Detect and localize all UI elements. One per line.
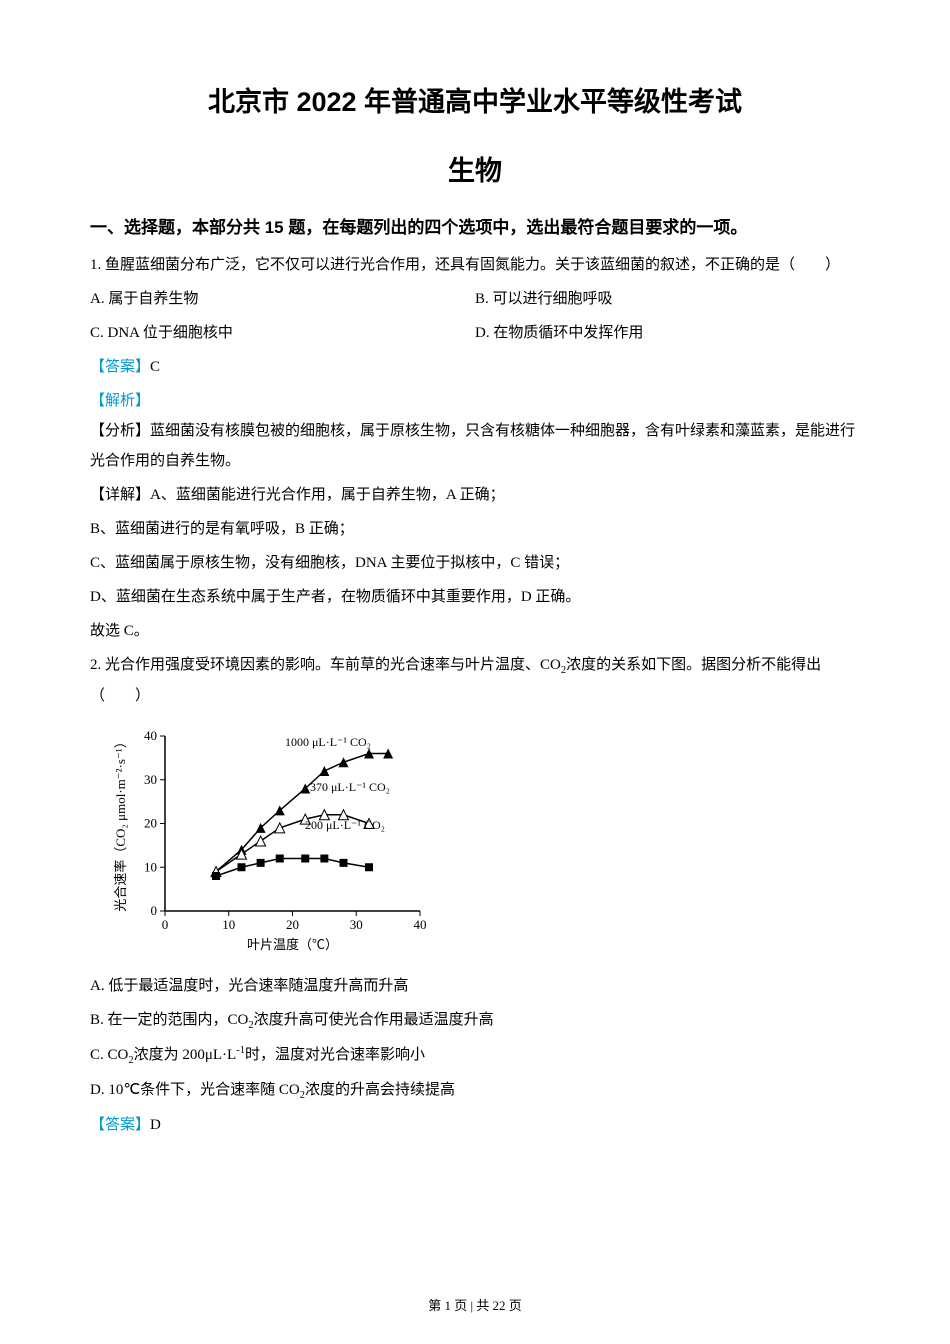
answer-value: C (150, 359, 160, 375)
q2-stem-p1: 2. 光合作用强度受环境因素的影响。车前草的光合速率与叶片温度、CO (90, 657, 561, 673)
q1-conclusion: 故选 C。 (90, 616, 860, 646)
svg-text:370 μL·L⁻¹ CO₂: 370 μL·L⁻¹ CO₂ (310, 780, 390, 794)
q2-optB: B. 在一定的范围内，CO2浓度升高可使光合作用最适温度升高 (90, 1005, 860, 1036)
q2-optC: C. CO2浓度为 200μL·L-1时，温度对光合速率影响小 (90, 1040, 860, 1071)
q2-optA: A. 低于最适温度时，光合速率随温度升高而升高 (90, 971, 860, 1001)
svg-text:40: 40 (414, 917, 427, 932)
svg-text:20: 20 (286, 917, 299, 932)
q1-analysis-intro: 【分析】蓝细菌没有核膜包被的细胞核，属于原核生物，只含有核糖体一种细胞器，含有叶… (90, 416, 860, 476)
svg-text:30: 30 (350, 917, 363, 932)
svg-text:1000 μL·L⁻¹ CO₂: 1000 μL·L⁻¹ CO₂ (285, 735, 371, 749)
q1-answer: 【答案】C (90, 352, 860, 382)
svg-text:20: 20 (144, 816, 157, 831)
q1-options-row1: A. 属于自养生物 B. 可以进行细胞呼吸 (90, 284, 860, 314)
svg-text:光合速率（CO₂ μmol·m⁻²·s⁻¹）: 光合速率（CO₂ μmol·m⁻²·s⁻¹） (113, 735, 128, 911)
q1-optB: B. 可以进行细胞呼吸 (475, 284, 860, 314)
answer-label: 【答案】 (90, 359, 150, 375)
q1-optC: C. DNA 位于细胞核中 (90, 318, 475, 348)
subject-title: 生物 (90, 149, 860, 188)
svg-text:0: 0 (151, 903, 158, 918)
q1-stem: 1. 鱼腥蓝细菌分布广泛，它不仅可以进行光合作用，还具有固氮能力。关于该蓝细菌的… (90, 250, 860, 280)
sup-1: -1 (236, 1045, 245, 1056)
chart-container: 0 10 20 30 40 0 10 20 30 40 叶片温度（℃） 光合速率（CO₂ μmol·m… (110, 721, 450, 961)
q2-answer: 【答案】D (90, 1110, 860, 1140)
svg-text:0: 0 (162, 917, 169, 932)
answer-label2: 【答案】 (90, 1117, 150, 1133)
q2-optC-p3: 时，温度对光合速率影响小 (245, 1047, 425, 1063)
svg-text:叶片温度（℃）: 叶片温度（℃） (247, 937, 338, 952)
q1-detail-B: B、蓝细菌进行的是有氧呼吸，B 正确； (90, 514, 860, 544)
q1-analysis-label: 【解析】 (90, 386, 860, 416)
svg-text:30: 30 (144, 772, 157, 787)
q2-optB-p1: B. 在一定的范围内，CO (90, 1012, 248, 1028)
svg-text:10: 10 (144, 859, 157, 874)
q2-optD-p2: 浓度的升高会持续提高 (305, 1082, 455, 1098)
answer-value2: D (150, 1117, 161, 1133)
q2-optD: D. 10℃条件下，光合速率随 CO2浓度的升高会持续提高 (90, 1075, 860, 1106)
q1-optD: D. 在物质循环中发挥作用 (475, 318, 860, 348)
svg-text:10: 10 (222, 917, 235, 932)
q2-optC-p2: 浓度为 200μL·L (134, 1047, 237, 1063)
section-header: 一、选择题，本部分共 15 题，在每题列出的四个选项中，选出最符合题目要求的一项… (90, 213, 860, 238)
q1-optA: A. 属于自养生物 (90, 284, 475, 314)
svg-text:40: 40 (144, 728, 157, 743)
q1-detail-C: C、蓝细菌属于原核生物，没有细胞核，DNA 主要位于拟核中，C 错误； (90, 548, 860, 578)
q1-detail-D: D、蓝细菌在生态系统中属于生产者，在物质循环中其重要作用，D 正确。 (90, 582, 860, 612)
q2-optB-p2: 浓度升高可使光合作用最适温度升高 (254, 1012, 494, 1028)
exam-title: 北京市 2022 年普通高中学业水平等级性考试 (90, 80, 860, 119)
line-chart: 0 10 20 30 40 0 10 20 30 40 叶片温度（℃） 光合速率（CO₂ μmol·m… (110, 721, 450, 961)
svg-text:200 μL·L⁻¹ CO₂: 200 μL·L⁻¹ CO₂ (305, 818, 385, 832)
page-footer: 第 1 页 | 共 22 页 (0, 1295, 950, 1314)
q2-stem: 2. 光合作用强度受环境因素的影响。车前草的光合速率与叶片温度、CO2浓度的关系… (90, 650, 860, 711)
q1-detail-A: 【详解】A、蓝细菌能进行光合作用，属于自养生物，A 正确； (90, 480, 860, 510)
q2-optD-p1: D. 10℃条件下，光合速率随 CO (90, 1082, 300, 1098)
q2-optC-p1: C. CO (90, 1047, 128, 1063)
q1-options-row2: C. DNA 位于细胞核中 D. 在物质循环中发挥作用 (90, 318, 860, 348)
